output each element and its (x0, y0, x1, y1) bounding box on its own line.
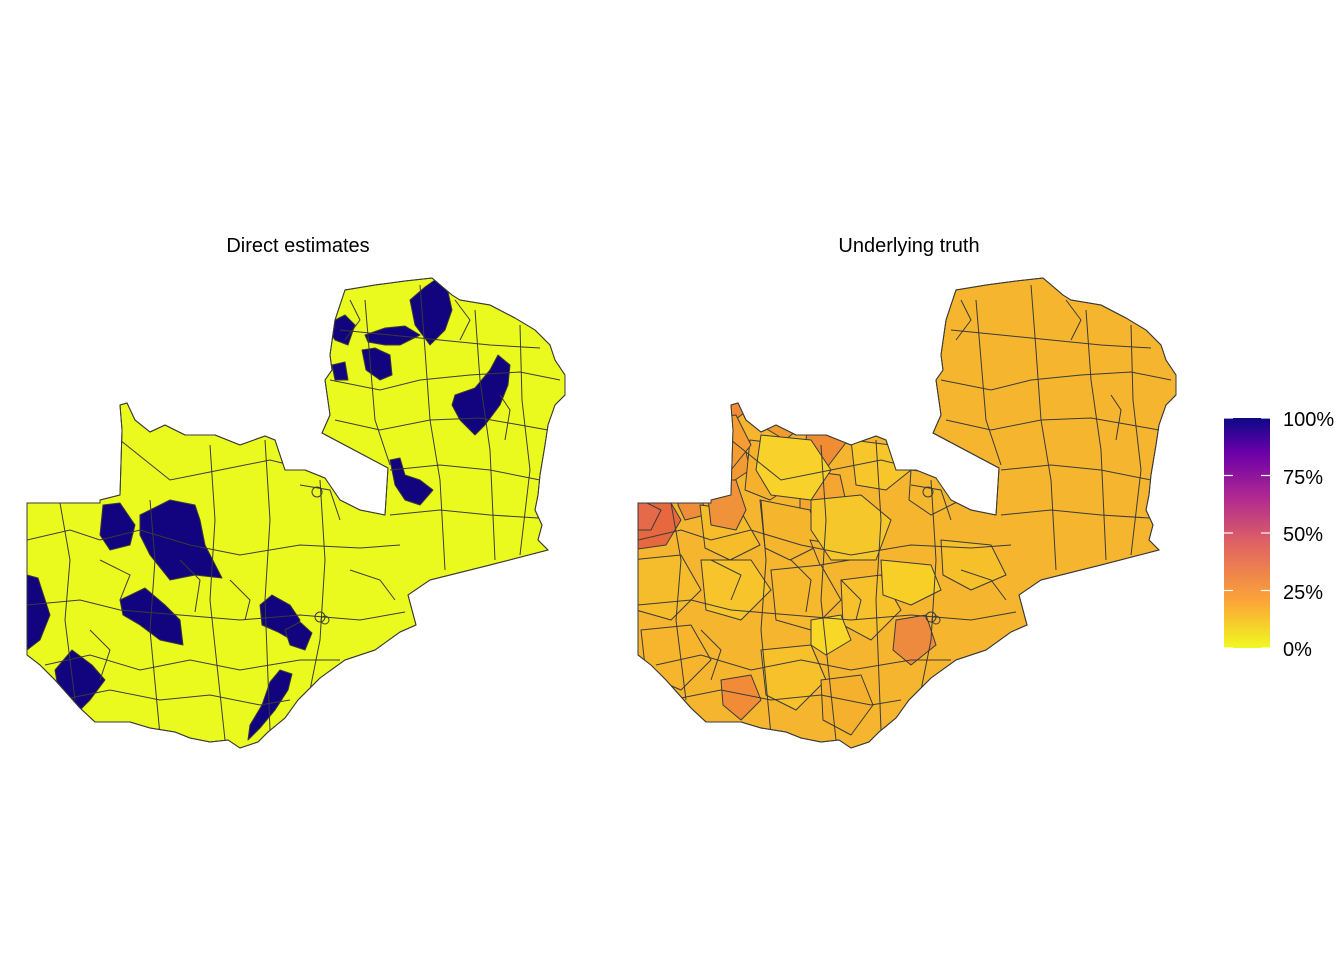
district-border (1085, 309, 1107, 561)
district-border (389, 464, 541, 481)
district-border (1030, 284, 1057, 571)
panel-title-direct: Direct estimates (226, 235, 369, 257)
district-border (454, 299, 471, 341)
district-border (59, 502, 76, 701)
district-border (149, 499, 161, 736)
district-border (1110, 394, 1122, 441)
district-border (389, 509, 539, 519)
legend-tick-25: 25% (1283, 582, 1323, 604)
district-region (699, 359, 761, 421)
small-district-border (314, 611, 326, 623)
small-district-border (922, 486, 934, 498)
district-region-high (451, 354, 511, 436)
district-region (810, 614, 852, 656)
country-border (637, 277, 1177, 749)
district-region (770, 564, 842, 631)
district-border (209, 444, 226, 741)
district-region-high (247, 669, 293, 741)
panel-title-truth: Underlying truth (838, 235, 979, 257)
district-border (344, 299, 361, 341)
district-border (655, 654, 951, 671)
district-border (670, 502, 687, 701)
district-region (789, 329, 849, 396)
map-underlying-truth (637, 277, 1177, 749)
map-direct-estimates (26, 277, 566, 749)
district-region (720, 674, 762, 721)
district-region-high (389, 457, 434, 506)
district-region (638, 344, 661, 401)
district-border (179, 559, 201, 613)
district-border (760, 499, 772, 736)
small-district-border (925, 611, 937, 623)
district-region-high (284, 621, 313, 651)
district-border (339, 329, 541, 349)
district-border (299, 484, 341, 521)
district-border (519, 324, 531, 556)
district-border (955, 299, 972, 341)
district-border (950, 329, 1152, 349)
district-border (1065, 299, 1082, 341)
district-border (1000, 509, 1150, 519)
district-region (639, 287, 666, 321)
district-region-high (139, 499, 223, 581)
district-region (689, 287, 751, 346)
district-region-high (331, 361, 349, 381)
small-district-border (320, 615, 330, 625)
district-border (27, 599, 406, 621)
district-region (638, 499, 662, 531)
district-border (940, 371, 1172, 391)
district-border (975, 299, 1002, 466)
small-district-border (931, 615, 941, 625)
legend-tick-100: 100% (1283, 409, 1334, 431)
district-region (744, 299, 811, 366)
small-district-border (311, 486, 323, 498)
district-border (910, 484, 952, 521)
legend-tick-75: 75% (1283, 467, 1323, 489)
district-border (229, 579, 251, 621)
district-border (1130, 324, 1142, 556)
district-region (638, 404, 701, 471)
district-border (264, 439, 271, 731)
district-region (638, 281, 669, 349)
district-border (99, 559, 131, 601)
district-border (349, 569, 396, 601)
district-border (419, 284, 446, 571)
legend-tick-0: 0% (1283, 639, 1312, 661)
district-border (638, 599, 1017, 621)
district-border (820, 444, 837, 741)
district-border (790, 559, 812, 613)
district-border (875, 439, 882, 731)
district-region-high (119, 587, 184, 646)
district-region (649, 294, 706, 371)
legend-tick-50: 50% (1283, 524, 1323, 546)
district-region-high (27, 574, 51, 651)
district-border (920, 479, 937, 691)
district-region (810, 494, 892, 561)
district-region (880, 559, 942, 606)
district-border (638, 529, 1012, 556)
district-region (700, 559, 772, 621)
district-border (89, 629, 111, 681)
district-border (309, 479, 326, 691)
country-border (26, 277, 566, 749)
district-border (960, 569, 1007, 601)
district-border (710, 559, 742, 601)
district-border (1000, 464, 1152, 481)
district-border (670, 689, 902, 706)
district-border (499, 394, 511, 441)
district-region (831, 349, 861, 401)
district-border (59, 689, 291, 706)
district-border (700, 629, 722, 681)
color-legend: 100% 75% 50% 25% 0% (1224, 409, 1334, 661)
district-border (840, 579, 862, 621)
district-border (364, 299, 391, 466)
district-border (474, 309, 496, 561)
district-border (329, 371, 561, 391)
district-region (940, 539, 1007, 591)
district-border (44, 654, 340, 671)
district-border (27, 529, 401, 556)
